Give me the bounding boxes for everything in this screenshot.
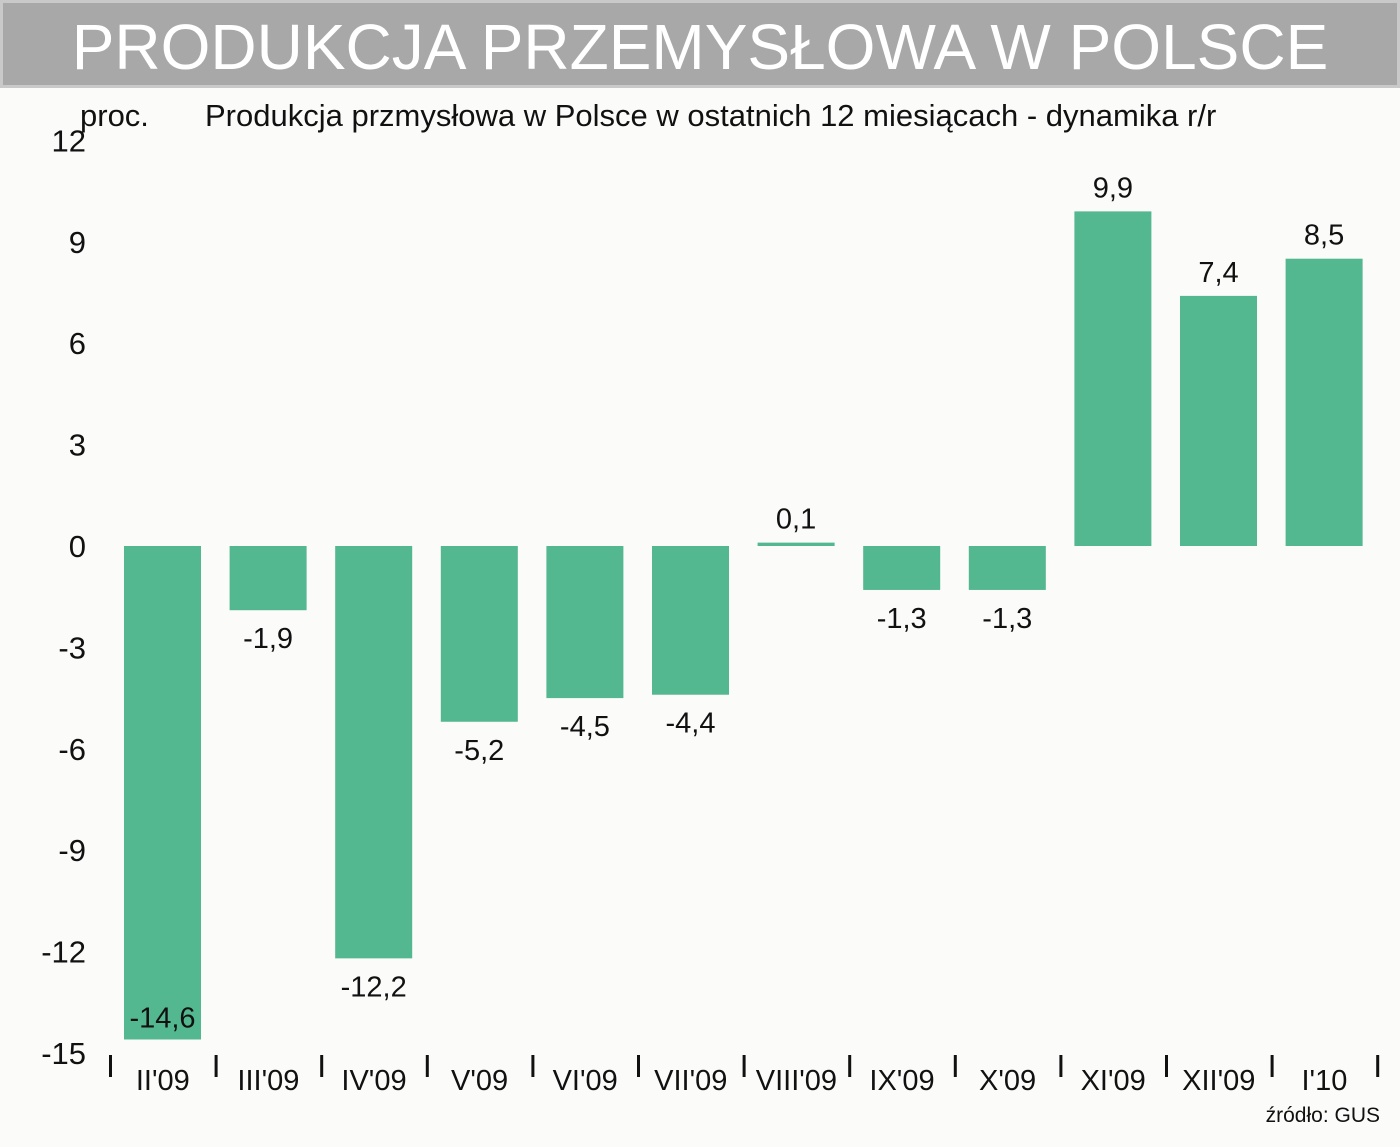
x-category-label: I'10: [1301, 1065, 1347, 1097]
x-category-label: XI'09: [1081, 1065, 1146, 1097]
bar-value-label: -1,3: [982, 603, 1032, 635]
x-tick-mark: [637, 1055, 640, 1077]
x-tick-mark: [848, 1055, 852, 1077]
y-tick-label: -3: [58, 630, 86, 665]
x-tick-mark: [531, 1055, 535, 1077]
x-category-label: XII'09: [1182, 1065, 1255, 1097]
y-tick-label: -12: [41, 935, 86, 970]
y-tick-label: -6: [58, 732, 86, 767]
y-axis-unit-label: proc.: [80, 98, 149, 133]
bar-value-label: -12,2: [341, 971, 407, 1003]
x-tick-mark: [742, 1055, 746, 1077]
x-tick-mark: [425, 1055, 429, 1077]
y-tick-label: 9: [69, 225, 86, 260]
bar-value-label: -5,2: [454, 735, 504, 767]
y-tick-label: -9: [58, 833, 86, 868]
x-category-label: VII'09: [654, 1065, 727, 1097]
x-tick-mark: [1376, 1055, 1380, 1077]
bar: [1074, 211, 1152, 546]
x-tick-mark: [1165, 1055, 1168, 1077]
x-tick-mark: [109, 1055, 112, 1077]
bar: [124, 546, 201, 1040]
source-note: źródło: GUS: [1265, 1104, 1380, 1127]
x-category-label: III'09: [237, 1065, 299, 1097]
y-tick-label: 3: [69, 428, 86, 463]
bar-value-label: 0,1: [776, 504, 816, 536]
bar: [652, 546, 729, 695]
bar-value-label: -14,6: [129, 1002, 195, 1034]
bar-value-label: -1,3: [877, 603, 927, 635]
page-title: PRODUKCJA PRZEMYSŁOWA W POLSCE: [71, 11, 1329, 83]
x-tick-mark: [320, 1055, 324, 1077]
x-category-label: II'09: [136, 1065, 190, 1097]
chart-subtitle: Produkcja przmysłowa w Polsce w ostatnic…: [205, 98, 1217, 133]
x-category-label: V'09: [451, 1065, 508, 1097]
y-tick-label: 0: [69, 529, 86, 564]
bar: [440, 546, 518, 722]
x-category-label: VI'09: [553, 1065, 618, 1097]
bar: [335, 546, 413, 959]
bar: [863, 546, 941, 590]
bar: [1285, 258, 1363, 546]
bar-value-label: -4,4: [666, 708, 716, 740]
bar: [1180, 295, 1257, 546]
x-tick-mark: [1059, 1055, 1063, 1077]
x-category-label: X'09: [979, 1065, 1036, 1097]
y-tick-label: 12: [52, 123, 86, 158]
x-category-label: IX'09: [869, 1065, 934, 1097]
y-tick-label: 6: [69, 326, 86, 361]
x-tick-mark: [214, 1055, 218, 1077]
bar-value-label: 9,9: [1093, 172, 1133, 204]
y-tick-label: -15: [41, 1036, 86, 1071]
bar: [757, 542, 835, 546]
bar: [229, 546, 307, 611]
bar-value-label: -1,9: [243, 623, 293, 655]
title-banner: PRODUKCJA PRZEMYSŁOWA W POLSCE: [0, 0, 1400, 88]
bar-value-label: 7,4: [1198, 257, 1238, 289]
x-category-label: IV'09: [341, 1065, 406, 1097]
x-tick-mark: [1270, 1055, 1274, 1077]
bar: [546, 546, 624, 699]
x-tick-mark: [953, 1055, 957, 1077]
bar: [968, 546, 1046, 590]
bar-value-label: 8,5: [1304, 220, 1344, 252]
bar-value-label: -4,5: [560, 711, 610, 743]
x-category-label: VIII'09: [756, 1065, 837, 1097]
